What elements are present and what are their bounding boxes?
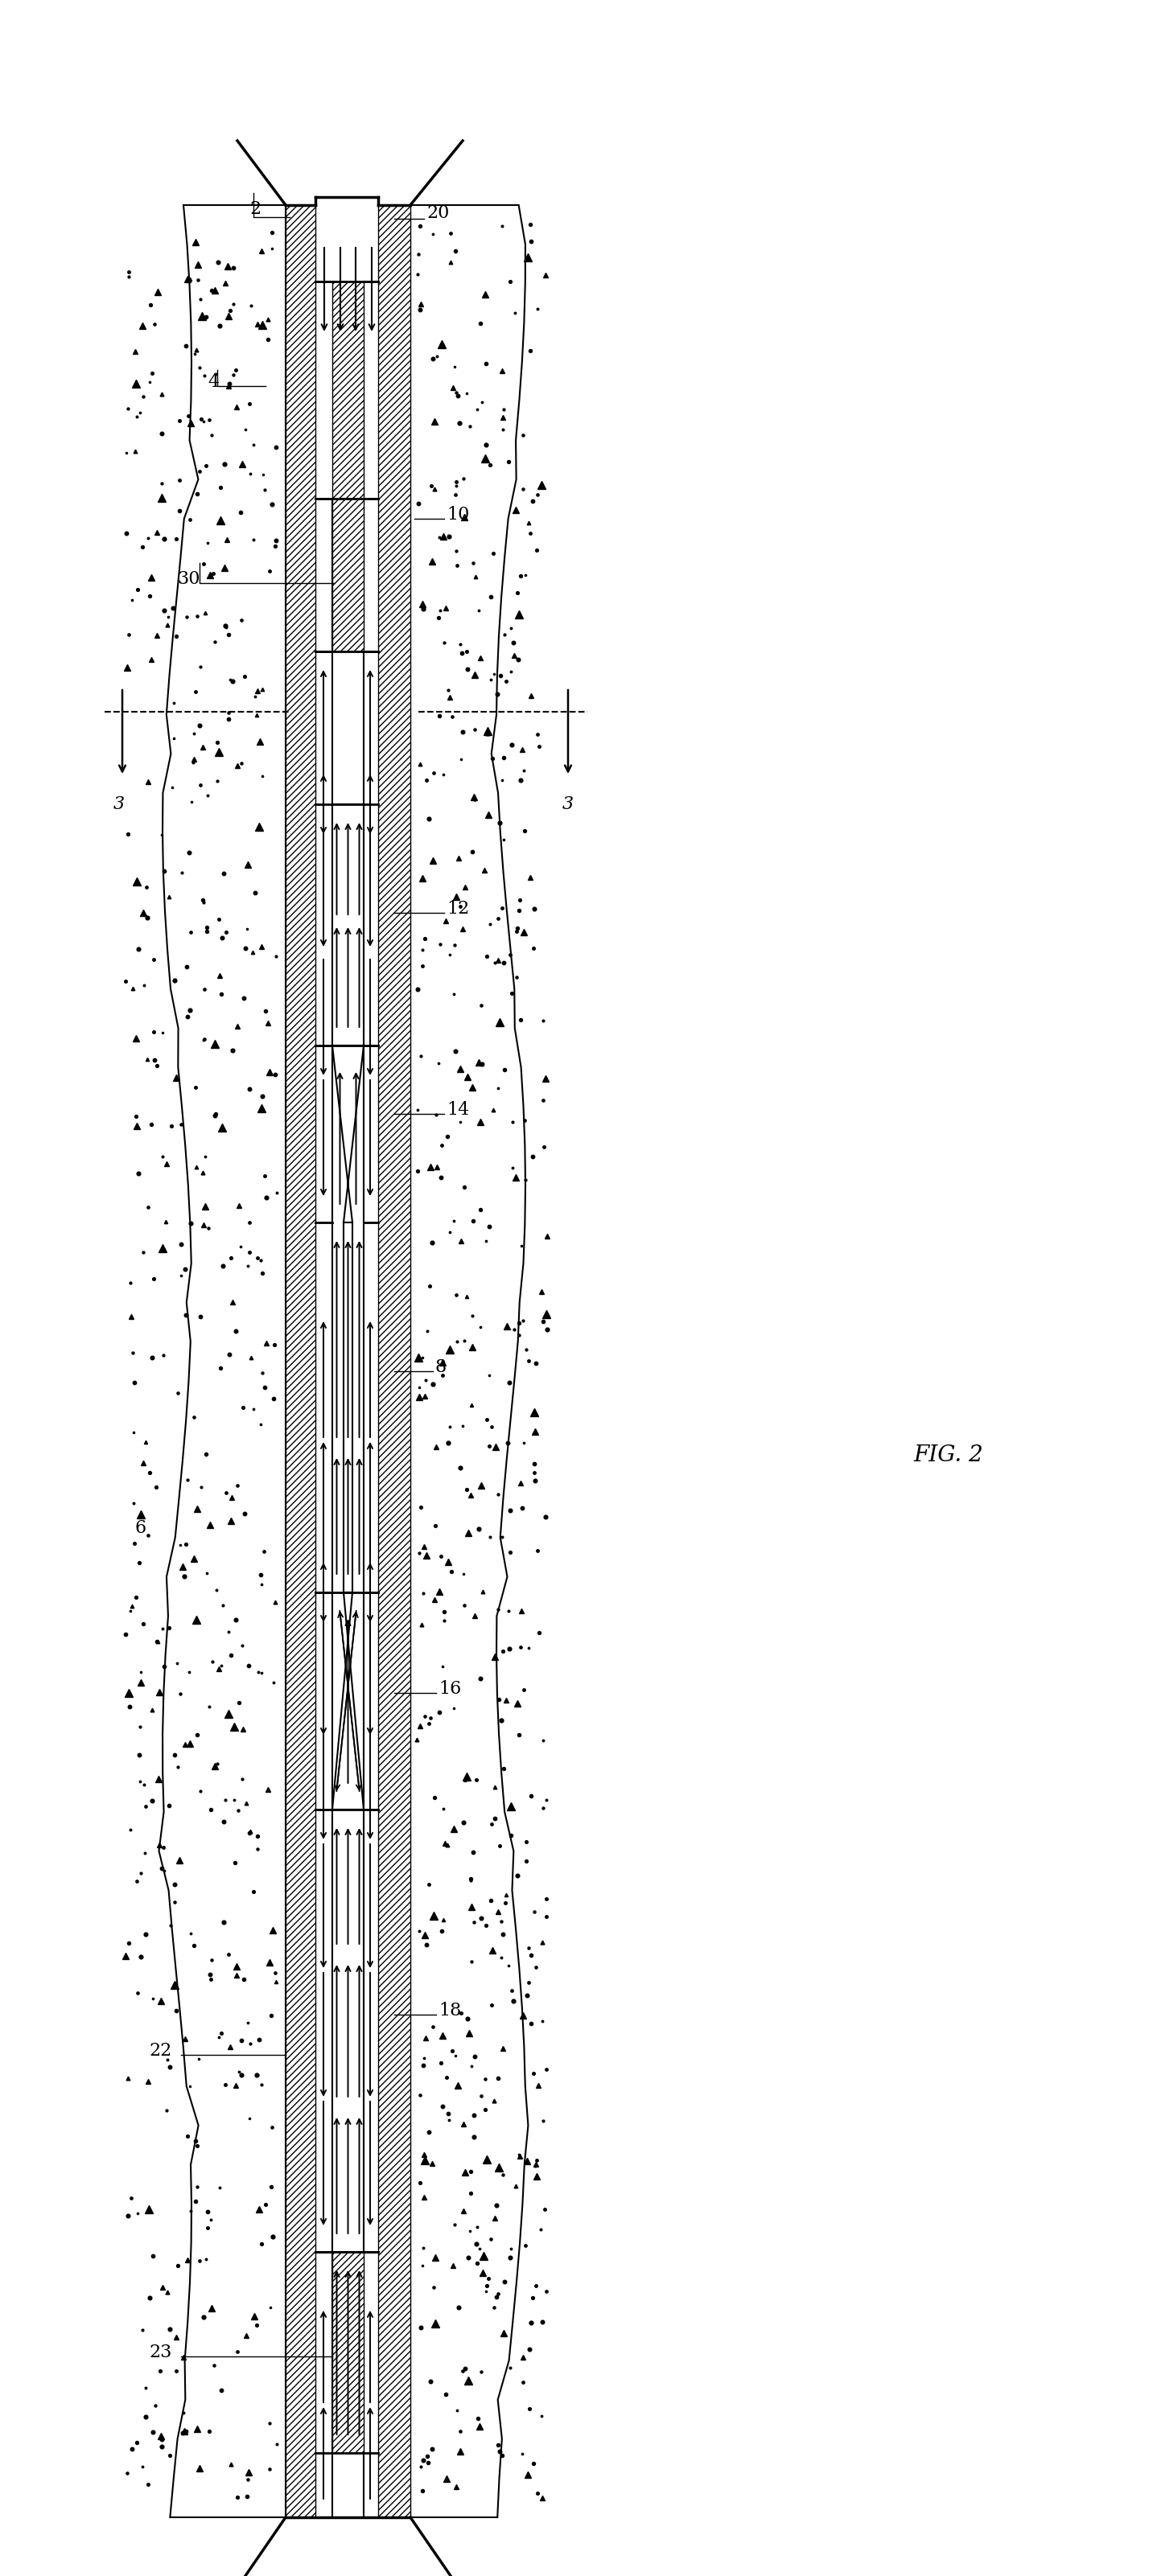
Text: 6: 6 xyxy=(135,1520,147,1538)
Polygon shape xyxy=(159,206,286,2517)
Bar xyxy=(378,206,411,2517)
Text: 12: 12 xyxy=(447,899,470,917)
Text: 22: 22 xyxy=(149,2043,171,2061)
Text: 30: 30 xyxy=(177,569,200,587)
Text: 2: 2 xyxy=(250,201,260,219)
Bar xyxy=(286,206,316,2517)
Bar xyxy=(332,804,363,1046)
Text: 4: 4 xyxy=(207,374,219,392)
Bar xyxy=(332,281,363,500)
Bar xyxy=(344,1224,353,1592)
Bar xyxy=(332,2251,363,2452)
Text: 18: 18 xyxy=(439,2002,462,2020)
Text: 14: 14 xyxy=(447,1100,470,1118)
Polygon shape xyxy=(411,206,528,2517)
Text: 23: 23 xyxy=(149,2344,171,2362)
Text: 10: 10 xyxy=(447,505,470,523)
Bar xyxy=(332,1808,363,2251)
Polygon shape xyxy=(332,1592,363,1808)
Text: 20: 20 xyxy=(427,204,449,222)
Text: 3: 3 xyxy=(113,796,125,814)
Text: 8: 8 xyxy=(435,1358,445,1376)
Text: 3: 3 xyxy=(562,796,574,814)
Text: 16: 16 xyxy=(439,1680,462,1698)
Bar xyxy=(332,500,363,652)
Text: FIG. 2: FIG. 2 xyxy=(914,1445,983,1466)
Polygon shape xyxy=(332,1046,363,1224)
